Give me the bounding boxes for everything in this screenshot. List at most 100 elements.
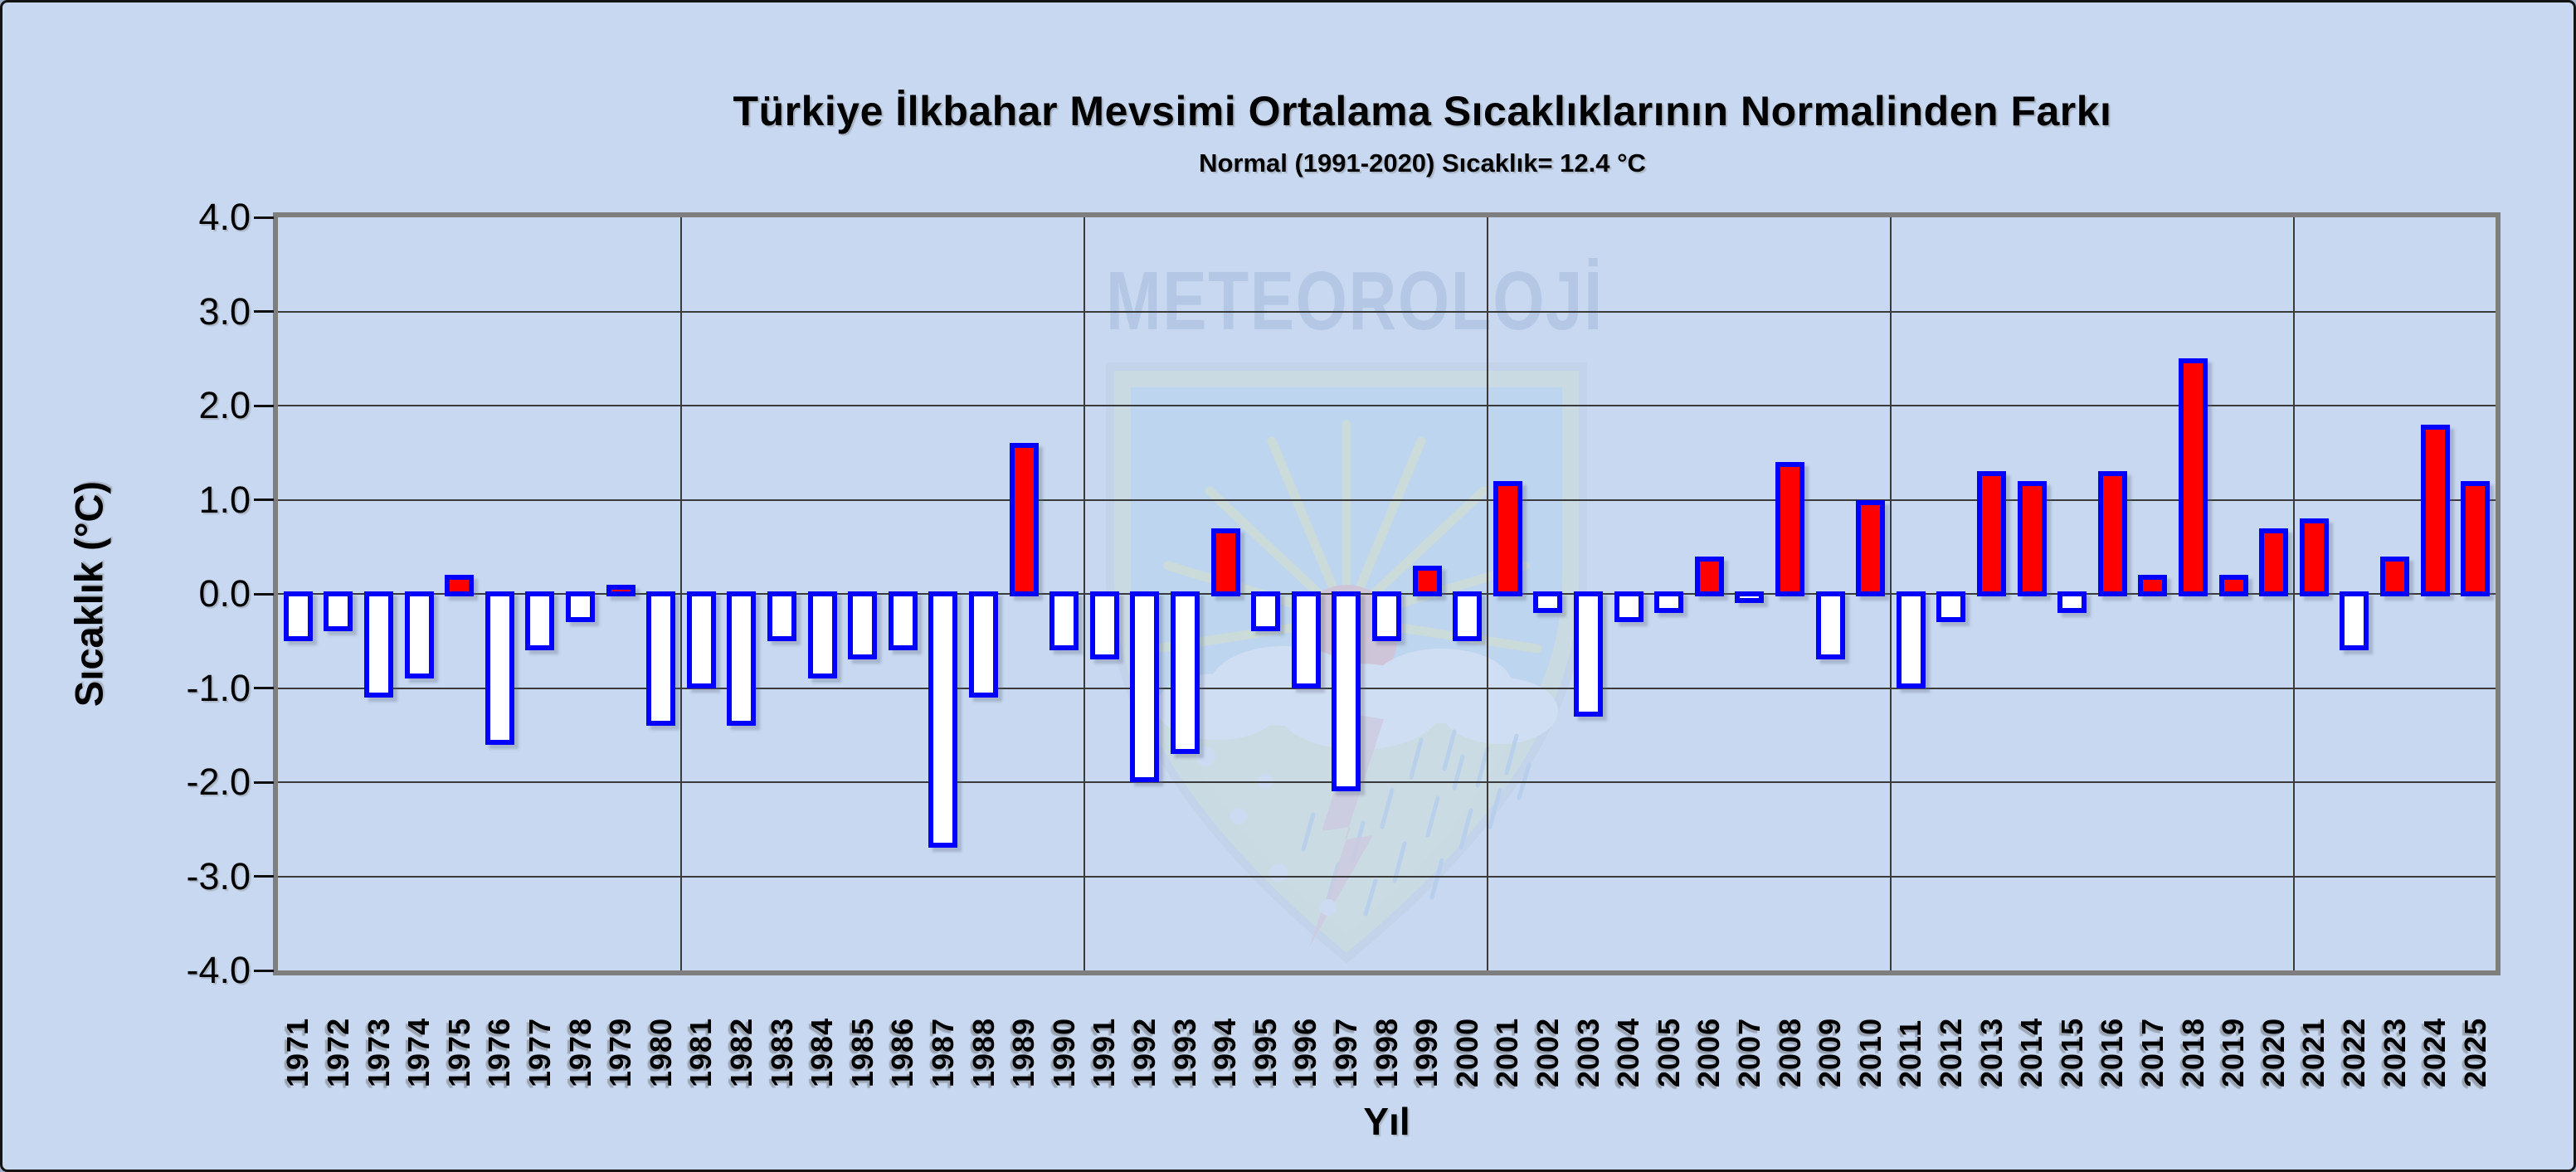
x-tick-label-2001: 2001 [1490,1017,1525,1087]
bar-2003 [1574,591,1603,717]
x-tick-label-2020: 2020 [2256,1017,2291,1087]
chart-title: Türkiye İlkbahar Mevsimi Ortalama Sıcakl… [733,88,2112,134]
y-tick-label-2.0: 2.0 [198,384,251,426]
x-tick-label-1993: 1993 [1167,1017,1202,1087]
x-tick-label-1994: 1994 [1208,1017,1243,1087]
x-tick-label-2007: 2007 [1731,1017,1766,1087]
bar-1978 [566,591,595,623]
bar-1979 [606,584,635,596]
x-tick-label-1990: 1990 [1046,1017,1081,1087]
x-tick-label-2025: 2025 [2457,1017,2492,1087]
x-tick-label-2005: 2005 [1651,1017,1686,1087]
bar-2021 [2299,518,2329,596]
bar-2023 [2380,556,2409,596]
bar-1991 [1089,591,1119,660]
bar-2017 [2138,575,2168,596]
x-tick-label-2003: 2003 [1570,1017,1605,1087]
bar-2016 [2097,471,2127,596]
bar-1990 [1049,591,1079,651]
x-tick-label-2022: 2022 [2336,1017,2371,1087]
gridline-h-2 [278,405,2496,406]
x-tick-label-1991: 1991 [1087,1017,1122,1087]
x-tick-label-1999: 1999 [1410,1017,1444,1087]
x-tick-label-1988: 1988 [966,1017,1001,1087]
bar-1992 [1130,591,1160,782]
bar-1999 [1412,565,1442,596]
x-tick-label-1987: 1987 [925,1017,960,1087]
bar-1974 [404,591,434,679]
gridline-decade-after-1980 [680,217,682,970]
gridline-h-3 [278,310,2496,313]
x-tick-label-1986: 1986 [885,1017,920,1087]
bar-2022 [2340,591,2369,651]
x-tick-label-1975: 1975 [441,1017,476,1087]
x-tick-label-1992: 1992 [1127,1017,1161,1087]
gridline-h-1 [278,498,2496,501]
bar-1971 [283,591,313,641]
bar-2013 [1977,471,2006,596]
x-tick-label-2016: 2016 [2095,1017,2130,1087]
x-tick-label-2013: 2013 [1974,1017,2009,1087]
bar-1994 [1210,528,1240,596]
bar-2006 [1694,556,1724,596]
bar-2018 [2179,358,2208,596]
bar-1985 [848,591,878,660]
x-tick-label-2009: 2009 [1813,1017,1848,1087]
x-tick-label-1977: 1977 [522,1017,557,1087]
x-tick-label-1998: 1998 [1369,1017,1404,1087]
x-tick-label-2012: 2012 [1933,1017,1968,1087]
x-tick-label-1976: 1976 [482,1017,517,1087]
bar-2002 [1533,591,1563,613]
x-tick-label-2014: 2014 [2014,1017,2049,1087]
bar-1998 [1372,591,1401,641]
bar-1980 [646,591,676,726]
x-tick-label-2000: 2000 [1449,1017,1484,1087]
x-tick-label-2015: 2015 [2054,1017,2089,1087]
x-tick-label-1978: 1978 [562,1017,597,1087]
x-tick-label-1972: 1972 [320,1017,355,1087]
y-tick-mark--1.0 [254,687,274,689]
y-tick-label-1.0: 1.0 [198,478,251,521]
gridline-decade-after-1990 [1083,217,1085,970]
y-tick-mark--2.0 [254,781,274,784]
x-tick-label-2010: 2010 [1853,1017,1887,1087]
y-tick-label--3.0: -3.0 [186,854,251,897]
x-tick-label-1983: 1983 [764,1017,799,1087]
y-tick-mark--4.0 [254,969,274,972]
bar-2011 [1896,591,1926,688]
gridline-h--1 [278,687,2496,689]
bar-1986 [888,591,918,651]
y-tick-mark-1.0 [254,498,274,501]
bar-2004 [1614,591,1643,623]
x-tick-label-2017: 2017 [2135,1017,2169,1087]
y-tick-mark-0.0 [254,592,274,596]
gridline-h--3 [278,875,2496,878]
y-tick-mark-2.0 [254,404,274,407]
y-tick-label--1.0: -1.0 [186,666,251,709]
bar-1983 [767,591,796,641]
plot-inner: METEOROLOJİ [278,217,2496,970]
y-tick-mark-4.0 [254,216,274,219]
x-tick-label-2004: 2004 [1611,1017,1646,1087]
bar-1984 [807,591,837,679]
x-tick-label-1995: 1995 [1248,1017,1283,1087]
y-tick-label-0.0: 0.0 [198,572,251,615]
bar-1972 [324,591,353,632]
gridline-decade-after-2010 [1890,217,1892,970]
x-tick-label-1989: 1989 [1006,1017,1041,1087]
x-tick-label-1985: 1985 [845,1017,879,1087]
x-tick-label-2006: 2006 [1692,1017,1726,1087]
x-tick-label-1997: 1997 [1328,1017,1363,1087]
bar-2020 [2259,528,2289,596]
bar-2007 [1735,591,1765,604]
bar-2025 [2461,480,2491,596]
x-tick-label-2024: 2024 [2418,1017,2452,1087]
bar-1975 [445,575,475,596]
bar-2008 [1775,462,1804,596]
x-tick-label-1980: 1980 [643,1017,678,1087]
x-tick-label-1996: 1996 [1288,1017,1323,1087]
x-tick-label-2019: 2019 [2216,1017,2251,1087]
bar-1997 [1332,591,1361,792]
x-tick-label-2008: 2008 [1772,1017,1807,1087]
